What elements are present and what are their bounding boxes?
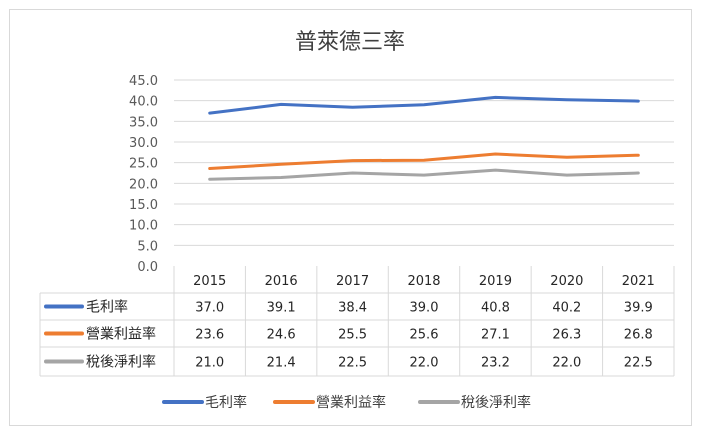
data-label: 23.6 <box>195 328 224 343</box>
table-series-label: 毛利率 <box>86 299 128 316</box>
data-label: 39.1 <box>267 301 296 316</box>
series-line <box>208 168 640 181</box>
y-tick-label: 30.0 <box>129 136 158 151</box>
x-tick-label: 2021 <box>622 274 655 289</box>
chart-frame <box>9 9 692 426</box>
data-label: 26.8 <box>624 328 653 343</box>
y-tick-label: 0.0 <box>137 260 158 275</box>
y-tick-label: 35.0 <box>129 115 158 130</box>
data-label: 21.4 <box>267 356 296 371</box>
data-label: 40.2 <box>552 301 581 316</box>
data-label: 23.2 <box>481 356 510 371</box>
legend-label: 稅後淨利率 <box>461 394 531 411</box>
legend-label: 毛利率 <box>205 394 247 411</box>
data-label: 39.0 <box>410 301 439 316</box>
data-label: 24.6 <box>267 328 296 343</box>
data-label: 27.1 <box>481 328 510 343</box>
data-label: 38.4 <box>338 301 367 316</box>
y-tick-label: 5.0 <box>137 239 158 254</box>
x-tick-label: 2018 <box>407 274 440 289</box>
x-tick-label: 2017 <box>336 274 369 289</box>
x-tick-label: 2020 <box>550 274 583 289</box>
chart-title: 普萊德三率 <box>295 30 405 55</box>
data-label: 25.5 <box>338 328 367 343</box>
data-label: 26.3 <box>552 328 581 343</box>
y-tick-label: 20.0 <box>129 177 158 192</box>
table-series-label: 營業利益率 <box>86 326 156 343</box>
legend-label: 營業利益率 <box>316 394 386 411</box>
y-tick-label: 25.0 <box>129 157 158 172</box>
y-tick-label: 15.0 <box>129 198 158 213</box>
data-label: 22.5 <box>338 356 367 371</box>
x-tick-label: 2015 <box>193 274 226 289</box>
y-tick-label: 10.0 <box>129 219 158 234</box>
series-line <box>208 95 640 115</box>
data-label: 21.0 <box>195 356 224 371</box>
x-tick-label: 2016 <box>265 274 298 289</box>
data-label: 22.5 <box>624 356 653 371</box>
data-label: 37.0 <box>195 301 224 316</box>
data-label: 25.6 <box>410 328 439 343</box>
data-label: 22.0 <box>410 356 439 371</box>
data-label: 39.9 <box>624 301 653 316</box>
y-tick-label: 40.0 <box>129 95 158 110</box>
y-tick-label: 45.0 <box>129 74 158 89</box>
data-label: 22.0 <box>552 356 581 371</box>
x-tick-label: 2019 <box>479 274 512 289</box>
series-line <box>208 152 640 170</box>
table-series-label: 稅後淨利率 <box>86 354 156 371</box>
data-label: 40.8 <box>481 301 510 316</box>
